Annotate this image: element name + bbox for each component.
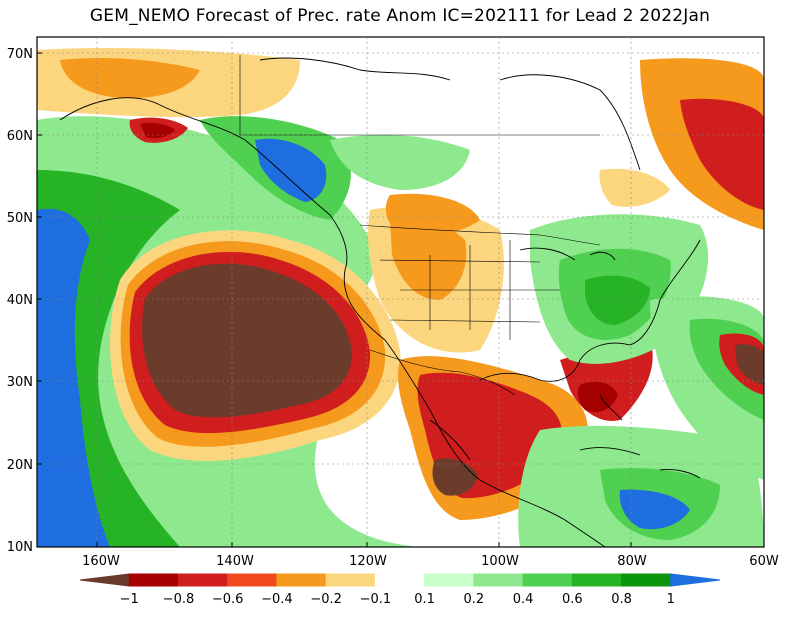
colorbar: −1 −0.8 −0.6 −0.4 −0.2 −0.1 0.1 0.2 0.4 0.6 0.8 1 [79, 573, 721, 607]
anomaly-field [37, 37, 764, 547]
colorbar-label: −0.4 [261, 592, 293, 607]
lon-label-120w: 120W [349, 554, 387, 569]
coastlines [59, 57, 701, 547]
lat-label-50n: 50N [7, 211, 33, 226]
lat-label-30n: 30N [7, 375, 33, 390]
colorbar-label: 0.6 [562, 592, 583, 607]
colorbar-label: 1 [667, 592, 675, 607]
map-frame [36, 36, 765, 548]
colorbar-swatch [79, 573, 130, 587]
lat-label-60n: 60N [7, 129, 33, 144]
graticule [37, 37, 764, 547]
colorbar-label: 0.8 [611, 592, 632, 607]
lat-axis: 70N 60N 50N 40N 30N 20N 10N [7, 47, 42, 555]
colorbar-swatch [374, 573, 426, 587]
lon-label-140w: 140W [216, 554, 254, 569]
colorbar-swatch [227, 573, 278, 587]
colorbar-swatch [276, 573, 327, 587]
colorbar-label: 0.2 [464, 592, 485, 607]
colorbar-label: −1 [120, 592, 139, 607]
colorbar-label: −0.8 [163, 592, 195, 607]
colorbar-swatch [473, 573, 524, 587]
map-title: GEM_NEMO Forecast of Prec. rate Anom IC=… [89, 6, 711, 26]
lon-label-80w: 80W [617, 554, 647, 569]
colorbar-swatch [424, 573, 475, 587]
lon-label-100w: 100W [481, 554, 519, 569]
colorbar-swatch [325, 573, 376, 587]
colorbar-label: −0.2 [310, 592, 342, 607]
lat-label-20n: 20N [7, 458, 33, 473]
colorbar-swatch [128, 573, 179, 587]
lat-label-70n: 70N [7, 47, 33, 62]
colorbar-swatch [177, 573, 229, 587]
colorbar-swatch [571, 573, 623, 587]
colorbar-label: −0.1 [360, 592, 392, 607]
lon-label-60w: 60W [749, 554, 779, 569]
colorbar-label: 0.1 [414, 592, 435, 607]
colorbar-swatch [522, 573, 573, 587]
colorbar-label: 0.4 [513, 592, 534, 607]
boundaries [239, 55, 601, 396]
colorbar-swatch [621, 573, 672, 587]
colorbar-label: −0.6 [212, 592, 244, 607]
lon-label-160w: 160W [82, 554, 120, 569]
lat-label-40n: 40N [7, 293, 33, 308]
colorbar-swatch [670, 573, 721, 587]
lat-label-10n: 10N [7, 540, 33, 555]
lon-axis: 160W 140W 120W 100W 80W 60W [82, 542, 779, 569]
